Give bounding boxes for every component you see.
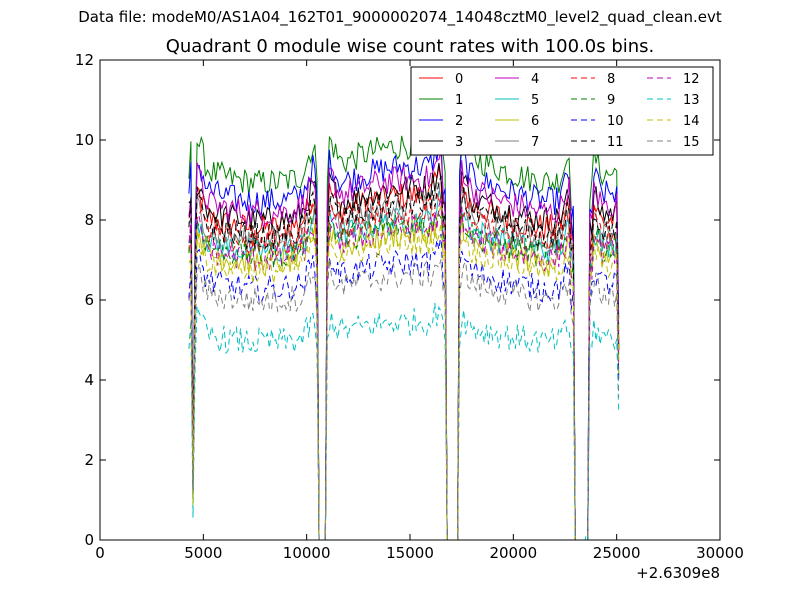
legend-label-8: 8: [607, 72, 615, 87]
y-tick-label: 4: [84, 371, 94, 389]
series-line-4: [188, 151, 620, 540]
series-line-9: [188, 212, 620, 540]
legend-label-4: 4: [531, 72, 539, 87]
series-line-8: [188, 191, 620, 540]
legend-label-9: 9: [607, 93, 615, 108]
series-line-0: [188, 166, 620, 540]
legend-label-6: 6: [531, 114, 539, 129]
x-tick-label: 10000: [283, 544, 331, 562]
legend-label-10: 10: [607, 114, 624, 129]
y-tick-label: 0: [84, 531, 94, 549]
x-tick-label: 15000: [386, 544, 434, 562]
series-line-14: [188, 223, 620, 540]
legend-label-2: 2: [455, 114, 463, 129]
y-tick-label: 10: [75, 131, 94, 149]
series-line-1: [188, 117, 620, 540]
y-tick-label: 12: [75, 51, 94, 69]
series-line-6: [188, 205, 620, 540]
legend-label-0: 0: [455, 72, 463, 87]
axis-ticks: 0 5000 10000 15000 20000 25000 30000024681012+…: [75, 51, 744, 582]
series-line-3: [188, 162, 620, 540]
x-tick-label: 25000: [593, 544, 641, 562]
legend-label-5: 5: [531, 93, 539, 108]
series-line-12: [188, 198, 620, 540]
x-tick-label: 5000: [184, 544, 222, 562]
y-tick-label: 8: [84, 211, 94, 229]
x-tick-label: 20000: [489, 544, 537, 562]
series-line-13: [188, 302, 620, 540]
legend-label-1: 1: [455, 93, 463, 108]
series-line-11: [188, 175, 620, 540]
legend-label-12: 12: [683, 72, 700, 87]
x-offset-label: +2.6309e8: [636, 564, 720, 582]
series-lines: [188, 117, 620, 540]
chart-title: Quadrant 0 module wise count rates with …: [165, 36, 655, 57]
series-line-7: [188, 182, 620, 540]
y-tick-label: 6: [84, 291, 94, 309]
series-line-15: [188, 259, 620, 540]
chart-suptitle: Data file: modeM0/AS1A04_162T01_90000020…: [78, 8, 722, 26]
legend-label-14: 14: [683, 114, 700, 129]
legend-label-15: 15: [683, 135, 700, 150]
y-tick-label: 2: [84, 451, 94, 469]
legend-label-7: 7: [531, 135, 539, 150]
x-tick-label: 0: [95, 544, 105, 562]
legend-label-13: 13: [683, 93, 700, 108]
legend-label-3: 3: [455, 135, 463, 150]
x-tick-label: 30000: [696, 544, 744, 562]
legend-box: [410, 66, 714, 156]
legend-label-11: 11: [607, 135, 624, 150]
